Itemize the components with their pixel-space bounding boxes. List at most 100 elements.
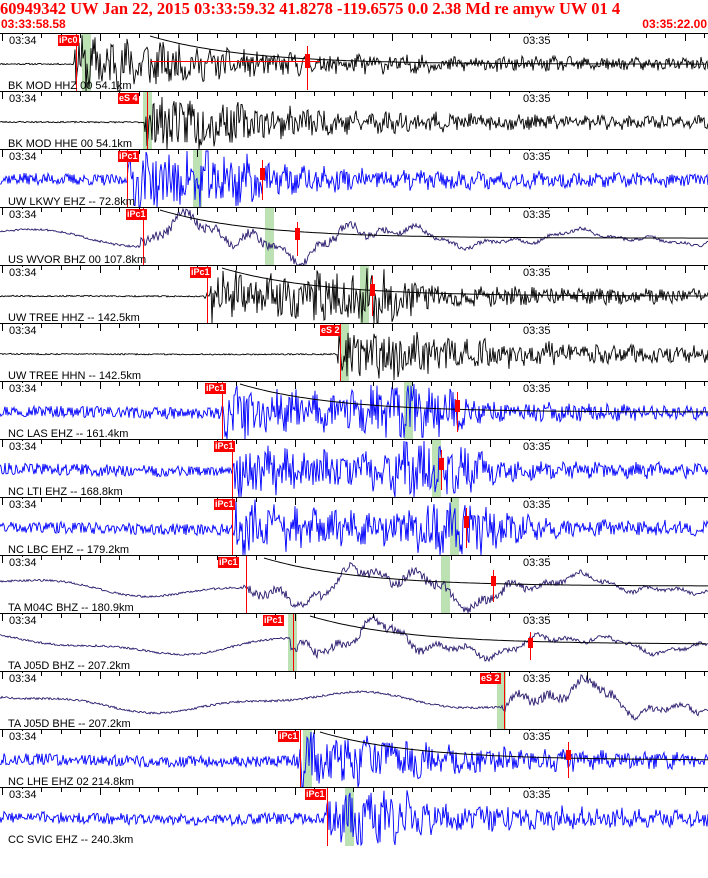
amplitude-marker[interactable] bbox=[491, 570, 496, 602]
phase-pick-label[interactable]: iPc1 bbox=[218, 557, 239, 568]
phase-pick-label[interactable]: eS 4 bbox=[118, 93, 139, 104]
phase-pick-line[interactable] bbox=[504, 672, 505, 730]
trace-canvas[interactable]: iPc1 03:34 03:35 CC SVIC EHZ -- 240.3km bbox=[0, 788, 708, 846]
phase-pick-line[interactable] bbox=[207, 266, 208, 324]
station-channel-label[interactable]: NC LHE EHZ 02 214.8km bbox=[8, 776, 134, 788]
amplitude-marker-handle[interactable] bbox=[305, 54, 310, 68]
trace-canvas[interactable]: iPc1 03:34 03:35 UW TREE HHZ -- 142.5km bbox=[0, 266, 708, 324]
time-tick bbox=[178, 614, 179, 618]
phase-pick-label[interactable]: iPc1 bbox=[118, 151, 139, 162]
time-tick bbox=[587, 208, 588, 215]
trace-row[interactable]: iPc1 03:34 03:35 US WVOR BHZ 00 107.8km bbox=[0, 207, 708, 266]
trace-canvas[interactable]: iPc0 03:34 03:35 BK MOD HHZ 00 54.1km bbox=[0, 34, 708, 92]
time-tick bbox=[665, 92, 666, 96]
trace-canvas[interactable]: iPc1 03:34 03:35 NC LHE EHZ 02 214.8km bbox=[0, 730, 708, 788]
phase-pick-line[interactable] bbox=[76, 34, 77, 92]
phase-pick-label[interactable]: iPc1 bbox=[263, 615, 284, 626]
phase-pick-label[interactable]: iPc1 bbox=[190, 267, 211, 278]
trace-row[interactable]: iPc1 03:34 03:35 TA J05D BHZ -- 207.2km bbox=[0, 613, 708, 672]
phase-pick-label[interactable]: iPc1 bbox=[278, 731, 299, 742]
phase-pick-line[interactable] bbox=[327, 788, 328, 846]
amplitude-marker[interactable] bbox=[370, 276, 375, 316]
phase-pick-line[interactable] bbox=[340, 324, 341, 382]
trace-row[interactable]: eS 2 03:34 03:35 UW TREE HHN -- 142.5km bbox=[0, 323, 708, 382]
phase-pick-line[interactable] bbox=[232, 498, 233, 556]
trace-row[interactable]: iPc1 03:34 03:35 TA M04C BHZ -- 180.9km bbox=[0, 555, 708, 614]
station-channel-label[interactable]: CC SVIC EHZ -- 240.3km bbox=[8, 834, 134, 846]
trace-row[interactable]: iPc1 03:34 03:35 UW TREE HHZ -- 142.5km bbox=[0, 265, 708, 324]
time-tick bbox=[704, 614, 705, 618]
amplitude-marker[interactable] bbox=[439, 450, 444, 490]
trace-canvas[interactable]: iPc1 03:34 03:35 NC LBC EHZ -- 179.2km bbox=[0, 498, 708, 556]
amplitude-marker-handle[interactable] bbox=[566, 750, 571, 760]
station-channel-label[interactable]: NC LAS EHZ -- 161.4km bbox=[8, 428, 129, 440]
phase-pick-label[interactable]: iPc1 bbox=[305, 789, 326, 800]
amplitude-marker-handle[interactable] bbox=[260, 168, 265, 180]
phase-pick-label[interactable]: iPc1 bbox=[205, 383, 226, 394]
axis-time-label-right: 03:35 bbox=[522, 151, 552, 163]
station-channel-label[interactable]: US WVOR BHZ 00 107.8km bbox=[8, 254, 147, 266]
amplitude-marker-handle[interactable] bbox=[455, 400, 460, 412]
trace-row[interactable]: iPc1 03:34 03:35 CC SVIC EHZ -- 240.3km bbox=[0, 787, 708, 846]
station-channel-label[interactable]: UW TREE HHN -- 142.5km bbox=[8, 370, 142, 382]
phase-pick-label[interactable]: eS 2 bbox=[480, 673, 501, 684]
phase-pick-line[interactable] bbox=[300, 730, 301, 788]
station-channel-label[interactable]: NC LBC EHZ -- 179.2km bbox=[8, 544, 130, 556]
trace-canvas[interactable]: iPc1 03:34 03:35 NC LAS EHZ -- 161.4km bbox=[0, 382, 708, 440]
amplitude-marker[interactable] bbox=[295, 222, 300, 256]
trace-row[interactable]: iPc1 03:34 03:35 NC LBC EHZ -- 179.2km bbox=[0, 497, 708, 556]
phase-pick-line[interactable] bbox=[143, 208, 144, 266]
amplitude-marker-handle[interactable] bbox=[464, 516, 469, 528]
phase-pick-line[interactable] bbox=[293, 614, 294, 672]
trace-canvas[interactable]: iPc1 03:34 03:35 US WVOR BHZ 00 107.8km bbox=[0, 208, 708, 266]
phase-pick-label[interactable]: eS 2 bbox=[320, 325, 341, 336]
trace-row[interactable]: iPc0 03:34 03:35 BK MOD HHZ 00 54.1km bbox=[0, 33, 708, 92]
time-tick bbox=[197, 324, 198, 331]
trace-canvas[interactable]: eS 4 03:34 03:35 BK MOD HHE 00 54.1km bbox=[0, 92, 708, 150]
station-channel-label[interactable]: UW LKWY EHZ -- 72.8km bbox=[8, 196, 135, 208]
trace-row[interactable]: eS 2 03:34 03:35 TA J05D BHE -- 207.2km bbox=[0, 671, 708, 730]
station-channel-label[interactable]: TA J05D BHE -- 207.2km bbox=[8, 718, 131, 730]
amplitude-marker-handle[interactable] bbox=[491, 576, 496, 586]
amplitude-marker[interactable] bbox=[464, 508, 469, 548]
time-tick bbox=[412, 208, 413, 212]
amplitude-marker[interactable] bbox=[305, 46, 310, 90]
phase-pick-line[interactable] bbox=[147, 92, 148, 150]
phase-pick-line[interactable] bbox=[232, 440, 233, 498]
trace-row[interactable]: iPc1 03:34 03:35 NC LHE EHZ 02 214.8km bbox=[0, 729, 708, 788]
phase-pick-label[interactable]: iPc1 bbox=[214, 441, 235, 452]
trace-canvas[interactable]: eS 2 03:34 03:35 UW TREE HHN -- 142.5km bbox=[0, 324, 708, 382]
phase-pick-label[interactable]: iPc1 bbox=[214, 499, 235, 510]
trace-canvas[interactable]: iPc1 03:34 03:35 TA M04C BHZ -- 180.9km bbox=[0, 556, 708, 614]
phase-window-band bbox=[432, 440, 441, 498]
station-channel-label[interactable]: BK MOD HHZ 00 54.1km bbox=[8, 80, 132, 92]
time-tick bbox=[665, 614, 666, 618]
station-channel-label[interactable]: TA M04C BHZ -- 180.9km bbox=[8, 602, 134, 614]
station-channel-label[interactable]: TA J05D BHZ -- 207.2km bbox=[8, 660, 131, 672]
phase-pick-line[interactable] bbox=[246, 556, 247, 614]
amplitude-marker[interactable] bbox=[566, 742, 571, 778]
trace-canvas[interactable]: iPc1 03:34 03:35 UW LKWY EHZ -- 72.8km bbox=[0, 150, 708, 208]
trace-canvas[interactable]: eS 2 03:34 03:35 TA J05D BHE -- 207.2km bbox=[0, 672, 708, 730]
trace-canvas[interactable]: iPc1 03:34 03:35 TA J05D BHZ -- 207.2km bbox=[0, 614, 708, 672]
trace-row[interactable]: iPc1 03:34 03:35 NC LAS EHZ -- 161.4km bbox=[0, 381, 708, 440]
station-channel-label[interactable]: NC LTI EHZ -- 168.8km bbox=[8, 486, 123, 498]
station-channel-label[interactable]: BK MOD HHE 00 54.1km bbox=[8, 138, 133, 150]
trace-canvas[interactable]: iPc1 03:34 03:35 NC LTI EHZ -- 168.8km bbox=[0, 440, 708, 498]
phase-pick-label[interactable]: iPc0 bbox=[58, 35, 79, 46]
amplitude-marker-handle[interactable] bbox=[439, 458, 444, 470]
phase-pick-line[interactable] bbox=[127, 150, 128, 208]
trace-row[interactable]: eS 4 03:34 03:35 BK MOD HHE 00 54.1km bbox=[0, 91, 708, 150]
amplitude-marker-handle[interactable] bbox=[370, 284, 375, 296]
trace-row[interactable]: iPc1 03:34 03:35 UW LKWY EHZ -- 72.8km bbox=[0, 149, 708, 208]
trace-row[interactable]: iPc1 03:34 03:35 NC LTI EHZ -- 168.8km bbox=[0, 439, 708, 498]
time-tick bbox=[41, 150, 42, 154]
amplitude-marker-handle[interactable] bbox=[295, 228, 300, 240]
phase-pick-line[interactable] bbox=[222, 382, 223, 440]
amplitude-marker-handle[interactable] bbox=[528, 638, 533, 648]
phase-pick-label[interactable]: iPc1 bbox=[126, 209, 147, 220]
station-channel-label[interactable]: UW TREE HHZ -- 142.5km bbox=[8, 312, 140, 324]
amplitude-marker[interactable] bbox=[455, 392, 460, 432]
amplitude-marker[interactable] bbox=[528, 632, 533, 660]
amplitude-marker[interactable] bbox=[260, 160, 265, 200]
